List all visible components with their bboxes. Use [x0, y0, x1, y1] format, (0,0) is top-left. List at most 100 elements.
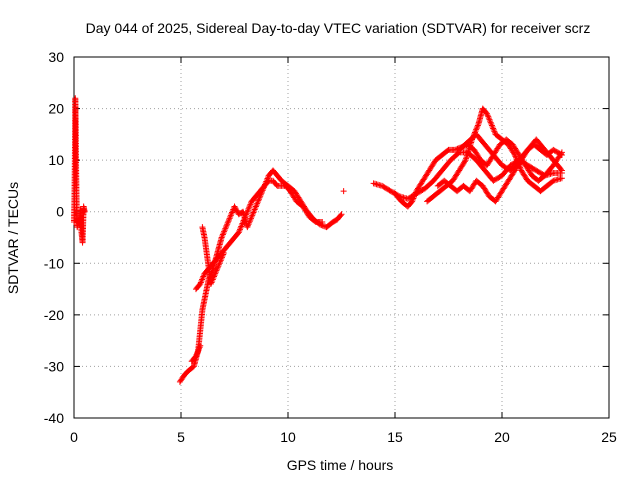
data-point: [197, 342, 204, 349]
x-tick-label: 0: [70, 429, 78, 445]
data-point: [209, 276, 216, 283]
data-point: [227, 212, 234, 219]
data-point: [244, 207, 251, 214]
data-point: [219, 233, 226, 240]
data-point: [244, 208, 251, 215]
data-point: [200, 273, 207, 280]
data-point: [412, 191, 419, 198]
data-point: [488, 121, 495, 128]
data-point: [240, 219, 247, 226]
x-tick-label: 25: [601, 429, 617, 445]
data-point: [198, 277, 205, 284]
data-point: [199, 276, 206, 283]
data-point: [485, 113, 492, 120]
data-point: [241, 216, 248, 223]
data-point: [229, 209, 236, 216]
y-tick-label: 30: [48, 49, 64, 65]
data-point: [488, 122, 495, 129]
data-point: [224, 221, 231, 228]
data-point: [216, 260, 223, 267]
x-tick-label: 10: [280, 429, 296, 445]
data-point: [215, 263, 222, 270]
data-point: [254, 200, 261, 207]
data-point: [243, 210, 250, 217]
data-point: [217, 257, 224, 264]
data-points: [71, 95, 565, 385]
data-point: [410, 195, 417, 202]
data-point: [483, 109, 490, 116]
data-point: [220, 251, 227, 258]
data-point: [196, 281, 203, 288]
data-point: [234, 230, 241, 237]
data-point: [410, 193, 417, 200]
data-point: [558, 167, 565, 174]
data-point: [490, 126, 497, 133]
data-point: [490, 125, 497, 132]
data-point: [248, 199, 255, 206]
data-point: [207, 280, 214, 287]
data-point: [244, 222, 251, 229]
data-point: [484, 110, 491, 117]
data-point: [245, 221, 252, 228]
data-point: [210, 275, 217, 282]
data-point: [254, 199, 261, 206]
data-point: [240, 217, 247, 224]
data-point: [252, 205, 259, 212]
data-point: [220, 249, 227, 256]
plot-frame: [73, 56, 610, 419]
data-point: [338, 211, 345, 218]
data-point: [246, 219, 253, 226]
data-point: [473, 125, 480, 132]
data-point: [227, 213, 234, 220]
data-point: [237, 224, 244, 231]
data-point: [218, 234, 225, 241]
data-point: [253, 202, 260, 209]
data-point: [247, 216, 254, 223]
data-point: [231, 203, 238, 210]
data-point: [239, 220, 246, 227]
y-axis-label: SDTVAR / TECUs: [5, 182, 21, 294]
x-tick-label: 20: [494, 429, 510, 445]
y-tick-label: -10: [44, 255, 64, 271]
data-point: [223, 222, 230, 229]
data-point: [485, 115, 492, 122]
data-point: [242, 213, 249, 220]
data-point: [219, 231, 226, 238]
y-tick-label: -20: [44, 307, 64, 323]
data-point: [228, 210, 235, 217]
data-point: [221, 227, 228, 234]
data-point: [244, 224, 251, 231]
data-point: [195, 347, 202, 354]
data-point: [249, 210, 256, 217]
data-point: [220, 230, 227, 237]
data-point: [197, 279, 204, 286]
data-point: [409, 196, 416, 203]
data-point: [192, 353, 199, 360]
data-point: [558, 151, 565, 158]
data-point: [209, 277, 216, 284]
data-point: [255, 196, 262, 203]
data-point: [409, 198, 416, 205]
data-point: [229, 207, 236, 214]
data-point: [491, 128, 498, 135]
data-point: [249, 212, 256, 219]
data-point: [255, 197, 262, 204]
data-point: [219, 252, 226, 259]
data-point: [517, 166, 524, 173]
data-point: [214, 264, 221, 271]
x-axis-label: GPS time / hours: [287, 457, 394, 473]
data-point: [194, 348, 201, 355]
y-tick-label: 20: [48, 101, 64, 117]
data-point: [211, 273, 218, 280]
data-point: [192, 354, 199, 361]
data-point: [489, 123, 496, 130]
y-tick-label: -30: [44, 358, 64, 374]
data-point: [211, 272, 218, 279]
data-point: [340, 188, 347, 195]
data-point: [218, 255, 225, 262]
grid: [74, 57, 609, 418]
data-point: [197, 280, 204, 287]
data-point: [212, 269, 219, 276]
data-point: [474, 122, 481, 129]
